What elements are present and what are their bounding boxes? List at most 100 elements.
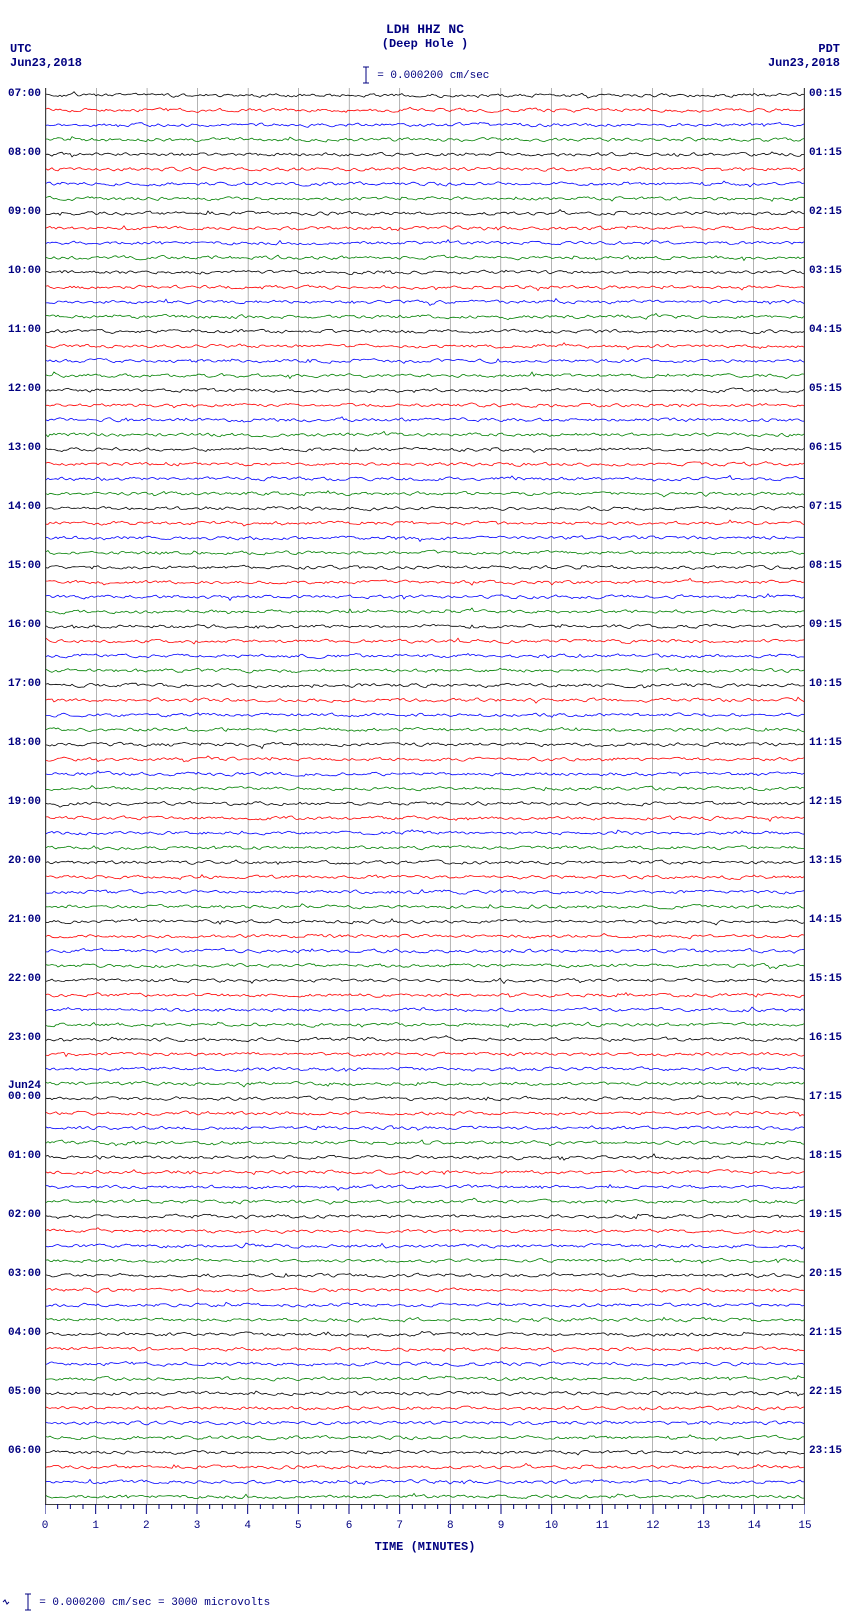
x-tick-label: 1 xyxy=(92,1520,99,1532)
x-tick-label: 0 xyxy=(42,1520,49,1532)
trace-line xyxy=(46,1391,804,1396)
trace-line xyxy=(46,830,804,835)
utc-hour-label: 04:00 xyxy=(8,1328,41,1339)
trace-line xyxy=(46,624,804,628)
utc-hour-label: 01:00 xyxy=(8,1151,41,1162)
trace-line xyxy=(46,372,804,379)
trace-line xyxy=(46,594,804,601)
x-tick-label: 9 xyxy=(498,1520,505,1532)
trace-line xyxy=(46,1243,804,1249)
pdt-hour-label: 07:15 xyxy=(809,502,842,513)
footer-scale: = 0.000200 cm/sec = 3000 microvolts xyxy=(2,1593,270,1611)
x-tick-label: 7 xyxy=(396,1520,403,1532)
utc-hour-label: 06:00 xyxy=(8,1446,41,1457)
trace-line xyxy=(46,565,804,569)
trace-line xyxy=(46,122,804,127)
x-tick-label: 13 xyxy=(697,1520,710,1532)
x-tick-label: 15 xyxy=(798,1520,811,1532)
utc-time-labels: 07:0008:0009:0010:0011:0012:0013:0014:00… xyxy=(0,88,43,1504)
utc-hour-label: 02:00 xyxy=(8,1210,41,1221)
trace-line xyxy=(46,919,804,925)
trace-line xyxy=(46,550,804,555)
trace-line xyxy=(46,1480,804,1485)
pdt-hour-label: 00:15 xyxy=(809,89,842,100)
trace-line xyxy=(46,255,804,260)
trace-line xyxy=(46,1463,804,1469)
trace-line xyxy=(46,1111,804,1116)
pdt-date: Jun23,2018 xyxy=(768,56,840,70)
trace-line xyxy=(46,1361,804,1366)
trace-line xyxy=(46,949,804,954)
trace-line xyxy=(46,476,804,482)
trace-line xyxy=(46,1140,804,1146)
trace-line xyxy=(46,727,804,732)
utc-hour-label: 05:00 xyxy=(8,1387,41,1398)
x-tick-label: 3 xyxy=(194,1520,201,1532)
trace-line xyxy=(46,890,804,895)
trace-line xyxy=(46,167,804,171)
trace-line xyxy=(46,181,804,187)
x-tick-label: 2 xyxy=(143,1520,150,1532)
utc-hour-label: 10:00 xyxy=(8,266,41,277)
utc-hour-label: 23:00 xyxy=(8,1033,41,1044)
utc-date: Jun23,2018 xyxy=(10,56,82,70)
utc-hour-label: 20:00 xyxy=(8,856,41,867)
trace-line xyxy=(46,1228,804,1234)
trace-line xyxy=(46,1347,804,1352)
trace-line xyxy=(46,638,804,644)
pdt-hour-label: 09:15 xyxy=(809,620,842,631)
trace-line xyxy=(46,860,804,865)
pdt-hour-label: 12:15 xyxy=(809,797,842,808)
trace-line xyxy=(46,846,804,850)
pdt-hour-label: 19:15 xyxy=(809,1210,842,1221)
utc-hour-label: 13:00 xyxy=(8,443,41,454)
trace-line xyxy=(46,137,804,142)
utc-hour-label: 16:00 xyxy=(8,620,41,631)
header: LDH HHZ NC (Deep Hole ) xyxy=(0,22,850,51)
pdt-hour-label: 17:15 xyxy=(809,1092,842,1103)
trace-line xyxy=(46,491,804,497)
utc-hour-label: 15:00 xyxy=(8,561,41,572)
trace-line xyxy=(46,654,804,659)
station-title: LDH HHZ NC xyxy=(0,22,850,37)
pdt-hour-label: 13:15 xyxy=(809,856,842,867)
trace-line xyxy=(46,904,804,909)
trace-line xyxy=(46,1288,804,1292)
trace-line xyxy=(46,1052,804,1057)
trace-line xyxy=(46,668,804,673)
trace-line xyxy=(46,536,804,542)
utc-hour-label: 14:00 xyxy=(8,502,41,513)
trace-line xyxy=(46,196,804,201)
trace-line xyxy=(46,462,804,467)
x-tick-label: 8 xyxy=(447,1520,454,1532)
trace-line xyxy=(46,963,804,968)
pdt-label: PDT xyxy=(768,42,840,56)
utc-hour-label: 11:00 xyxy=(8,325,41,336)
trace-line xyxy=(46,1273,804,1278)
trace-line xyxy=(46,1406,804,1411)
trace-line xyxy=(46,756,804,762)
trace-line xyxy=(46,786,804,791)
pdt-hour-label: 11:15 xyxy=(809,738,842,749)
trace-line xyxy=(46,285,804,291)
utc-hour-label: 12:00 xyxy=(8,384,41,395)
trace-line xyxy=(46,1493,804,1498)
pdt-hour-label: 16:15 xyxy=(809,1033,842,1044)
utc-hour-label: 08:00 xyxy=(8,148,41,159)
trace-line xyxy=(46,801,804,807)
trace-line xyxy=(46,993,804,998)
utc-hour-label: 17:00 xyxy=(8,679,41,690)
utc-hour-label: 21:00 xyxy=(8,915,41,926)
pdt-hour-label: 02:15 xyxy=(809,207,842,218)
trace-line xyxy=(46,210,804,216)
utc-hour-label: Jun2400:00 xyxy=(8,1081,41,1103)
x-tick-label: 5 xyxy=(295,1520,302,1532)
utc-hour-label: 07:00 xyxy=(8,89,41,100)
pdt-hour-label: 06:15 xyxy=(809,443,842,454)
trace-line xyxy=(46,226,804,231)
trace-line xyxy=(46,1067,804,1072)
trace-line xyxy=(46,1331,804,1337)
trace-line xyxy=(46,314,804,320)
trace-line xyxy=(46,152,804,157)
trace-line xyxy=(46,1302,804,1307)
